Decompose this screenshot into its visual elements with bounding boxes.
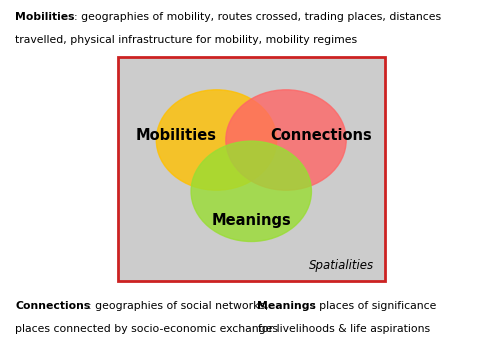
Circle shape bbox=[191, 141, 312, 241]
Circle shape bbox=[156, 90, 276, 190]
Text: for livelihoods & life aspirations: for livelihoods & life aspirations bbox=[258, 324, 430, 334]
Circle shape bbox=[226, 90, 346, 190]
Text: places connected by socio-economic exchanges: places connected by socio-economic excha… bbox=[15, 324, 278, 334]
Text: Connections: Connections bbox=[15, 301, 90, 312]
Text: : places of significance: : places of significance bbox=[312, 301, 437, 312]
Text: Mobilities: Mobilities bbox=[136, 128, 217, 143]
Text: Meanings: Meanings bbox=[258, 301, 316, 312]
Text: Meanings: Meanings bbox=[212, 213, 291, 228]
Bar bbox=[118, 57, 385, 281]
Text: Mobilities: Mobilities bbox=[15, 12, 74, 22]
Text: : geographies of mobility, routes crossed, trading places, distances: : geographies of mobility, routes crosse… bbox=[74, 12, 441, 22]
Text: travelled, physical infrastructure for mobility, mobility regimes: travelled, physical infrastructure for m… bbox=[15, 35, 357, 46]
Text: : geographies of social networks,: : geographies of social networks, bbox=[88, 301, 268, 312]
Text: Spatialities: Spatialities bbox=[309, 259, 374, 272]
Text: Connections: Connections bbox=[270, 128, 372, 143]
